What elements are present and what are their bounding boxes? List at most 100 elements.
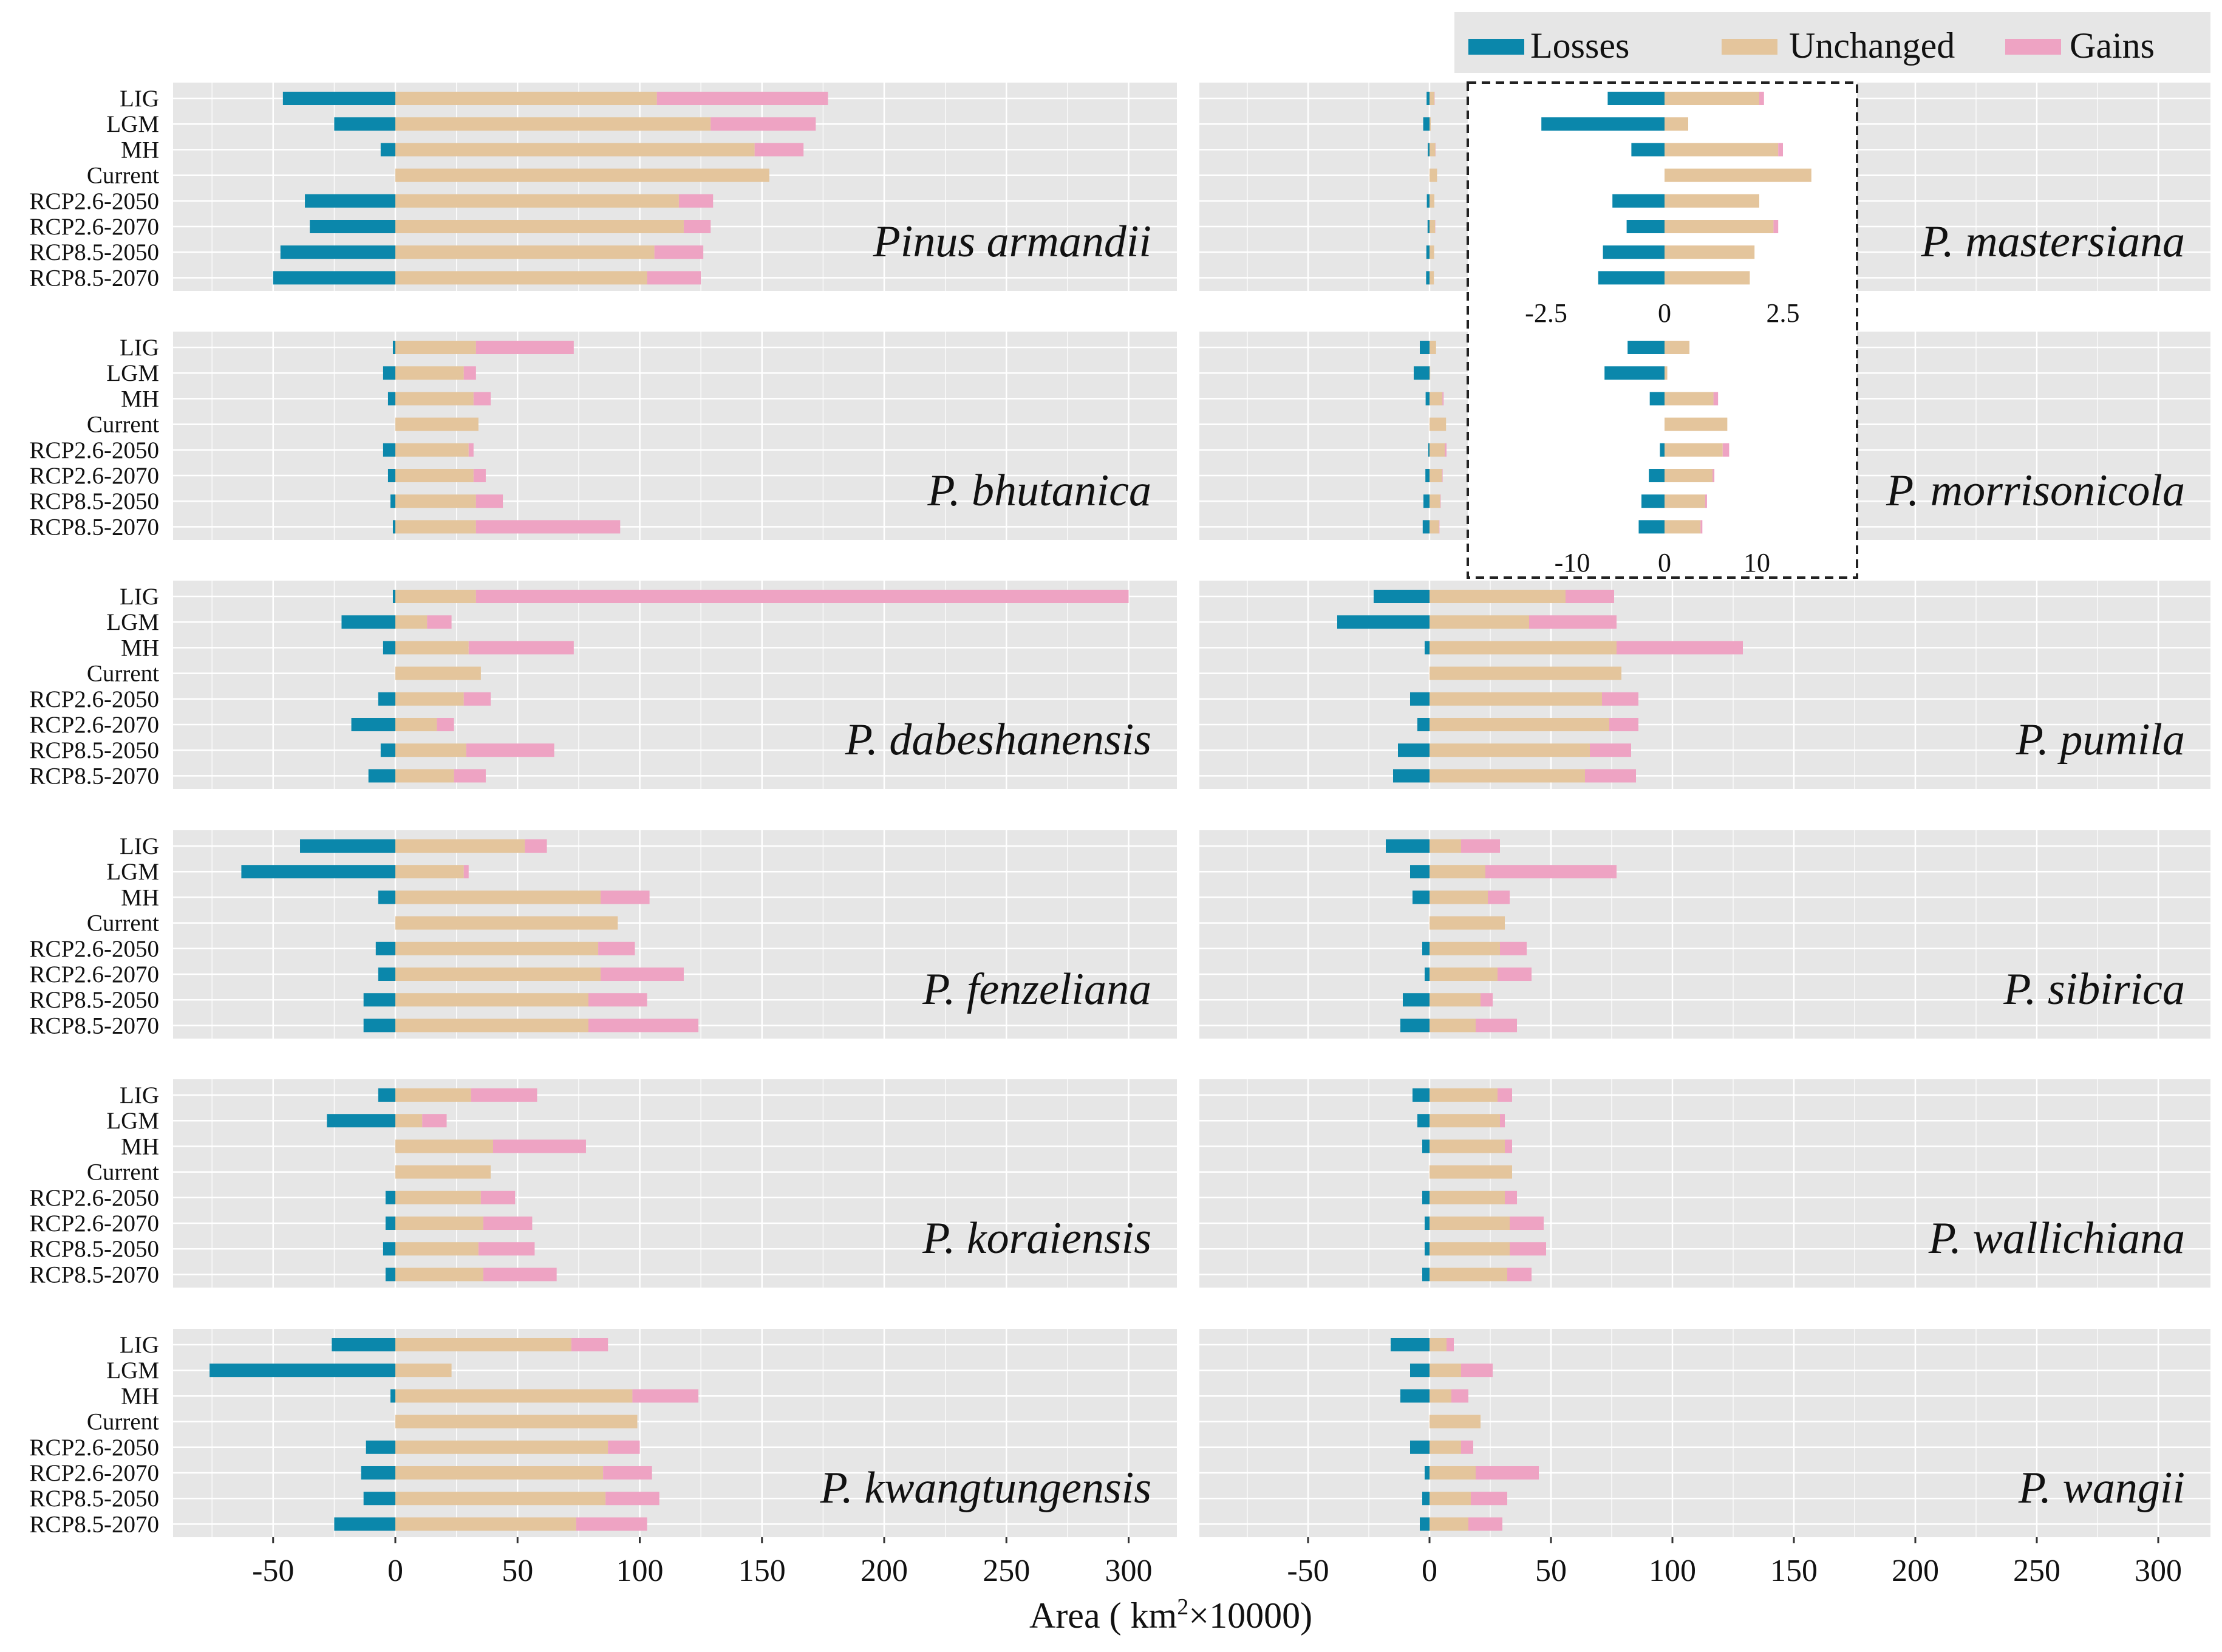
- bar-unchanged-current: [1430, 1415, 1481, 1428]
- bar-gains-rcp8-5-2070: [483, 1268, 557, 1282]
- bar-gains-rcp2-6-2070: [601, 968, 684, 981]
- bar-unchanged-lgm: [1430, 615, 1529, 629]
- inset-p-mastersiana: -2.5 0 2.5: [1525, 92, 1811, 328]
- row-label-rcp2-6-2070: RCP2.6-2070: [30, 214, 159, 240]
- row-label-rcp2-6-2070: RCP2.6-2070: [30, 961, 159, 988]
- bar-unchanged-lgm: [395, 1364, 452, 1377]
- bar-unchanged-rcp2-6-2070: [395, 1466, 604, 1480]
- bar-losses-rcp2-6-2070: [351, 718, 395, 731]
- inset-bar-unchanged-mh: [1665, 143, 1779, 157]
- bar-gains-lgm: [1485, 865, 1617, 879]
- bar-losses-mh: [1425, 392, 1430, 406]
- bar-losses-rcp2-6-2050: [1422, 1190, 1430, 1204]
- bar-unchanged-rcp8-5-2050: [395, 245, 655, 259]
- bar-gains-lig: [471, 1088, 537, 1102]
- bar-losses-rcp2-6-2070: [1425, 469, 1430, 482]
- bar-gains-mh: [1505, 1139, 1512, 1153]
- bar-losses-rcp2-6-2070: [1425, 1217, 1430, 1230]
- inset-bar-unchanged-lig: [1665, 341, 1690, 354]
- bar-losses-rcp8-5-2070: [1420, 1517, 1430, 1531]
- bar-gains-rcp8-5-2070: [475, 520, 621, 534]
- bar-gains-mh: [473, 392, 491, 406]
- row-label-rcp2-6-2050: RCP2.6-2050: [30, 437, 159, 463]
- row-label-current: Current: [87, 1409, 159, 1435]
- bar-losses-mh: [383, 641, 395, 655]
- inset-tick-label: -2.5: [1525, 298, 1567, 328]
- bar-unchanged-lig: [395, 341, 476, 354]
- species-label: P. wangii: [2018, 1463, 2185, 1513]
- bar-gains-rcp2-6-2070: [437, 718, 454, 731]
- bar-unchanged-rcp8-5-2070: [395, 271, 647, 285]
- row-label-rcp8-5-2070: RCP8.5-2070: [30, 1012, 159, 1039]
- bar-unchanged-lgm: [1430, 117, 1431, 131]
- inset-bar-gains-rcp8-5-2070: [1700, 520, 1703, 534]
- x-axis-title-sup: 2: [1177, 1594, 1188, 1620]
- row-label-rcp2-6-2070: RCP2.6-2070: [30, 463, 159, 489]
- bar-unchanged-mh: [395, 1139, 493, 1153]
- x-tick-label: -50: [1287, 1554, 1329, 1588]
- bar-unchanged-current: [395, 1415, 638, 1428]
- legend-label-unchanged: Unchanged: [1789, 26, 1955, 66]
- bar-losses-lig: [392, 341, 395, 354]
- x-axis-title-pre: Area ( km: [1029, 1596, 1177, 1636]
- bar-unchanged-rcp8-5-2050: [1430, 1492, 1471, 1506]
- bar-gains-rcp8-5-2070: [576, 1517, 647, 1531]
- x-axis-title-post: ×10000): [1188, 1596, 1312, 1636]
- bar-losses-lig: [300, 839, 395, 853]
- bar-gains-lgm: [1500, 1114, 1505, 1128]
- row-label-mh: MH: [121, 1133, 159, 1159]
- bar-gains-mh: [493, 1139, 586, 1153]
- bar-losses-rcp2-6-2050: [1410, 1440, 1430, 1454]
- inset-bar-unchanged-current: [1665, 417, 1728, 431]
- inset-bar-unchanged-rcp8-5-2070: [1665, 520, 1701, 534]
- row-label-rcp2-6-2050: RCP2.6-2050: [30, 188, 159, 214]
- bar-gains-lig: [1461, 839, 1500, 853]
- bar-unchanged-rcp8-5-2070: [1430, 1268, 1507, 1282]
- row-label-lgm: LGM: [106, 111, 159, 137]
- bar-unchanged-mh: [395, 392, 474, 406]
- row-label-current: Current: [87, 1159, 159, 1186]
- row-label-rcp8-5-2050: RCP8.5-2050: [30, 239, 159, 265]
- bar-gains-rcp8-5-2070: [647, 271, 701, 285]
- bar-unchanged-current: [395, 168, 769, 182]
- bar-gains-rcp8-5-2070: [454, 769, 486, 783]
- row-label-rcp2-6-2070: RCP2.6-2070: [30, 1210, 159, 1237]
- bar-losses-lgm: [1417, 1114, 1430, 1128]
- row-label-rcp8-5-2070: RCP8.5-2070: [30, 265, 159, 291]
- bar-gains-rcp2-6-2070: [1609, 718, 1638, 731]
- bar-losses-rcp2-6-2050: [383, 443, 395, 457]
- bar-gains-lig: [1498, 1088, 1512, 1102]
- panel-p-wallichiana: P. wallichiana: [1199, 1079, 2210, 1288]
- bar-losses-rcp8-5-2070: [273, 271, 395, 285]
- bar-losses-rcp2-6-2050: [1426, 194, 1430, 208]
- bar-losses-lig: [1420, 341, 1430, 354]
- bar-unchanged-rcp8-5-2050: [1430, 494, 1440, 508]
- bar-unchanged-rcp2-6-2070: [1430, 968, 1498, 981]
- species-label: P. wallichiana: [1928, 1213, 2185, 1263]
- bar-unchanged-lig: [395, 839, 525, 853]
- inset-bar-losses-rcp8-5-2070: [1638, 520, 1665, 534]
- bar-gains-lgm: [463, 366, 476, 380]
- inset-bar-unchanged-rcp2-6-2070: [1665, 220, 1774, 233]
- bar-losses-lgm: [334, 117, 395, 131]
- bar-losses-lig: [392, 590, 395, 603]
- bar-gains-rcp2-6-2070: [473, 469, 486, 482]
- bar-unchanged-lig: [1430, 1338, 1447, 1351]
- row-label-rcp8-5-2070: RCP8.5-2070: [30, 514, 159, 540]
- bar-unchanged-lgm: [395, 615, 428, 629]
- inset-bar-unchanged-lig: [1665, 92, 1759, 105]
- bar-gains-rcp8-5-2070: [1507, 1268, 1532, 1282]
- inset-bar-gains-rcp8-5-2050: [1705, 494, 1707, 508]
- x-tick-label: 100: [1649, 1554, 1696, 1588]
- bar-gains-rcp2-6-2050: [1505, 1190, 1517, 1204]
- row-label-rcp8-5-2070: RCP8.5-2070: [30, 763, 159, 789]
- bar-losses-rcp8-5-2070: [368, 769, 395, 783]
- inset-bar-unchanged-rcp2-6-2070: [1665, 469, 1713, 482]
- bar-losses-lgm: [1410, 1364, 1430, 1377]
- inset-bar-unchanged-rcp2-6-2050: [1665, 443, 1723, 457]
- bar-gains-lig: [571, 1338, 608, 1351]
- bar-unchanged-rcp8-5-2070: [1430, 520, 1439, 534]
- bar-losses-rcp8-5-2050: [363, 1492, 395, 1506]
- bar-unchanged-current: [1430, 1165, 1512, 1179]
- bar-unchanged-current: [395, 916, 618, 930]
